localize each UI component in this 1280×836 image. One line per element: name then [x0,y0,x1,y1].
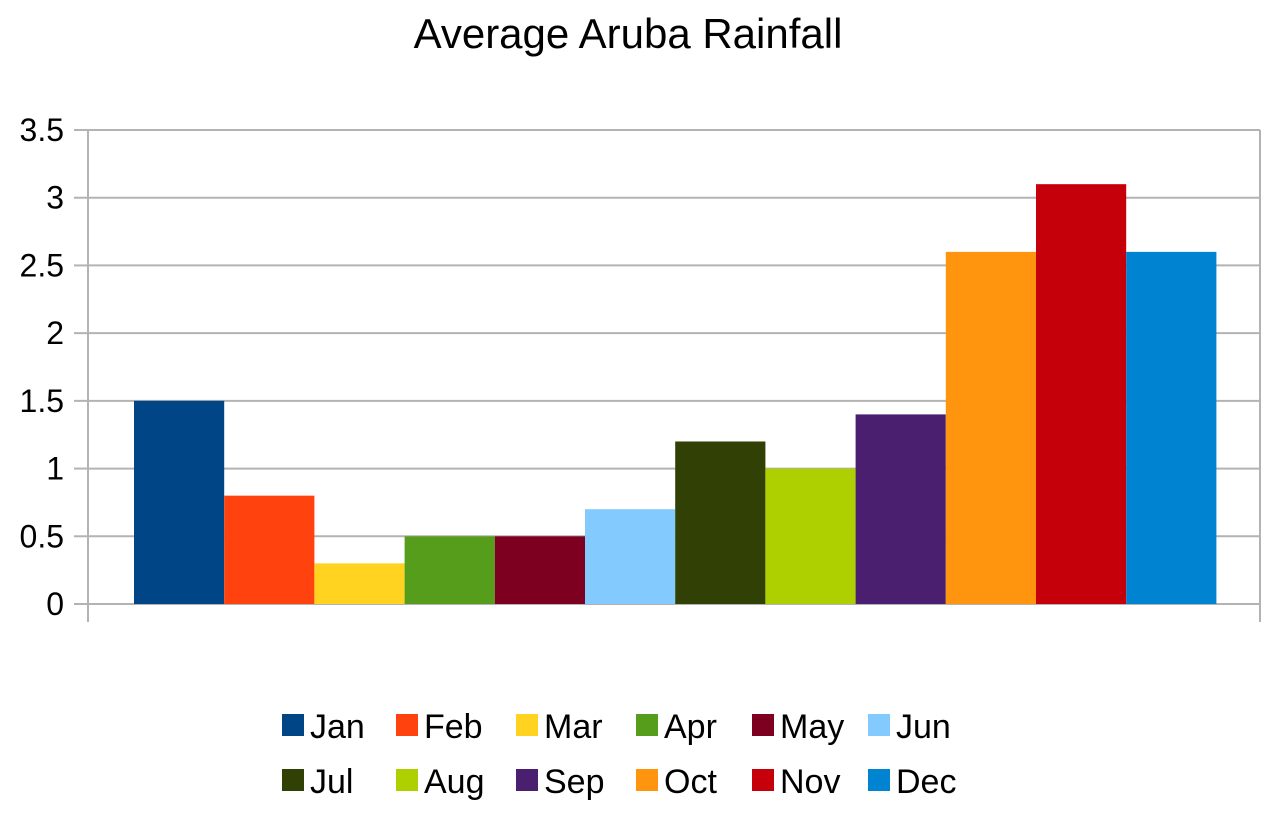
legend-item-jan: Jan [282,708,365,746]
legend-item-dec: Dec [868,763,956,801]
legend-item-may: May [752,708,844,746]
y-tick-label: 1 [46,451,64,487]
legend-label-feb: Feb [424,708,483,746]
y-tick-label: 2 [46,315,64,351]
bar-may [494,536,585,604]
bar-aug [765,468,856,604]
legend-label-oct: Oct [664,763,717,801]
bars [134,184,1217,604]
bar-mar [314,563,405,604]
legend-item-apr: Apr [636,708,717,746]
legend-label-mar: Mar [544,708,603,746]
bar-nov [1036,184,1127,604]
bar-feb [224,495,315,604]
y-tick-label: 0 [46,586,64,622]
legend-swatch-aug [396,769,418,791]
legend-swatch-dec [868,769,890,791]
legend-swatch-nov [752,769,774,791]
legend-item-jul: Jul [282,763,353,801]
y-tick-label: 3 [46,180,64,216]
legend-item-jun: Jun [868,708,951,746]
y-tick-label: 2.5 [20,247,64,283]
legend-swatch-feb [396,714,418,736]
bar-jul [675,441,766,604]
bar-oct [945,251,1036,604]
legend-item-mar: Mar [516,708,603,746]
legend-item-nov: Nov [752,763,840,801]
legend-item-feb: Feb [396,708,483,746]
y-tick-label: 1.5 [20,383,64,419]
legend-label-may: May [780,708,844,746]
bar-jun [585,509,676,604]
legend-swatch-jul [282,769,304,791]
legend-swatch-mar [516,714,538,736]
y-tick-labels: 0 0.5 1 1.5 2 2.5 3 3.5 [20,112,64,622]
legend-label-aug: Aug [424,763,485,801]
y-tick-label: 3.5 [20,112,64,148]
chart-title: Average Aruba Rainfall [414,10,843,57]
legend-label-sep: Sep [544,763,605,801]
legend-label-jan: Jan [310,708,365,746]
legend-swatch-apr [636,714,658,736]
legend-label-apr: Apr [664,708,717,746]
legend-label-dec: Dec [896,763,956,801]
legend-swatch-oct [636,769,658,791]
legend-label-nov: Nov [780,763,840,801]
bar-sep [855,414,946,604]
legend-swatch-jan [282,714,304,736]
legend-swatch-sep [516,769,538,791]
legend-swatch-may [752,714,774,736]
legend-item-aug: Aug [396,763,485,801]
legend-item-oct: Oct [636,763,717,801]
bar-apr [404,536,495,604]
y-tick-label: 0.5 [20,518,64,554]
legend-swatch-jun [868,714,890,736]
legend-label-jul: Jul [310,763,353,801]
legend-item-sep: Sep [516,763,605,801]
bar-dec [1126,251,1217,604]
bar-jan [134,400,225,604]
legend-label-jun: Jun [896,708,951,746]
legend: Jan Feb Mar Apr May Jun Jul Aug Sep Oct Nov Dec [282,708,956,801]
axes [74,129,1261,622]
